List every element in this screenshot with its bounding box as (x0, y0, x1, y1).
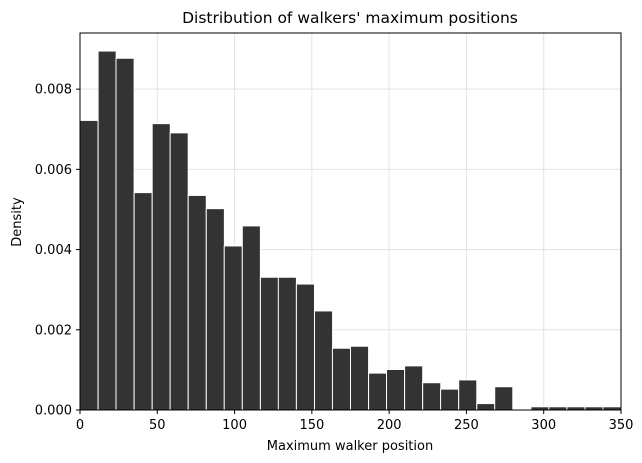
x-tick-label: 150 (299, 418, 324, 433)
histogram-bar (205, 208, 225, 411)
histogram-bar (79, 119, 99, 411)
histogram-bar (368, 372, 388, 411)
x-tick-label: 0 (76, 418, 84, 433)
histogram-bar (133, 192, 153, 411)
histogram-bar (476, 403, 496, 411)
x-tick-label: 300 (531, 418, 556, 433)
histogram-bar (494, 386, 514, 411)
x-tick-label: 350 (609, 418, 634, 433)
histogram-bar (151, 123, 171, 411)
x-tick-label: 50 (149, 418, 166, 433)
histogram-bar (331, 347, 351, 411)
y-tick-label: 0.004 (35, 243, 72, 258)
histogram-bar (169, 132, 189, 411)
y-tick-label: 0.002 (35, 323, 72, 338)
y-tick-label: 0.000 (35, 404, 72, 419)
x-axis-ticks: 0 50 100 150 200 250 300 350 (76, 410, 634, 433)
histogram-bar (115, 57, 135, 411)
histogram-bar (350, 345, 370, 411)
x-tick-label: 250 (454, 418, 479, 433)
histogram-bar (386, 368, 406, 411)
histogram-bar (422, 382, 442, 411)
histogram-bar (404, 365, 424, 411)
histogram-bar (187, 194, 207, 411)
histogram-bar (241, 225, 261, 411)
chart-title: Distribution of walkers' maximum positio… (182, 9, 518, 27)
histogram-bar (440, 388, 460, 411)
histogram-bar (295, 283, 315, 411)
plot-frame (79, 32, 622, 411)
histogram-bar (259, 276, 279, 411)
histogram-bar (277, 276, 297, 411)
histogram-bar (223, 245, 243, 411)
x-axis-label: Maximum walker position (267, 439, 433, 454)
histogram-bar (313, 310, 334, 411)
x-tick-label: 100 (222, 418, 247, 433)
histogram-bar (458, 379, 478, 411)
y-tick-label: 0.008 (35, 83, 72, 98)
histogram-bar (97, 50, 117, 411)
bars (79, 50, 622, 411)
y-tick-label: 0.006 (35, 163, 72, 178)
y-axis-label: Density (10, 197, 25, 247)
y-axis-ticks: 0.000 0.002 0.004 0.006 0.008 (35, 83, 80, 419)
x-tick-label: 200 (377, 418, 402, 433)
